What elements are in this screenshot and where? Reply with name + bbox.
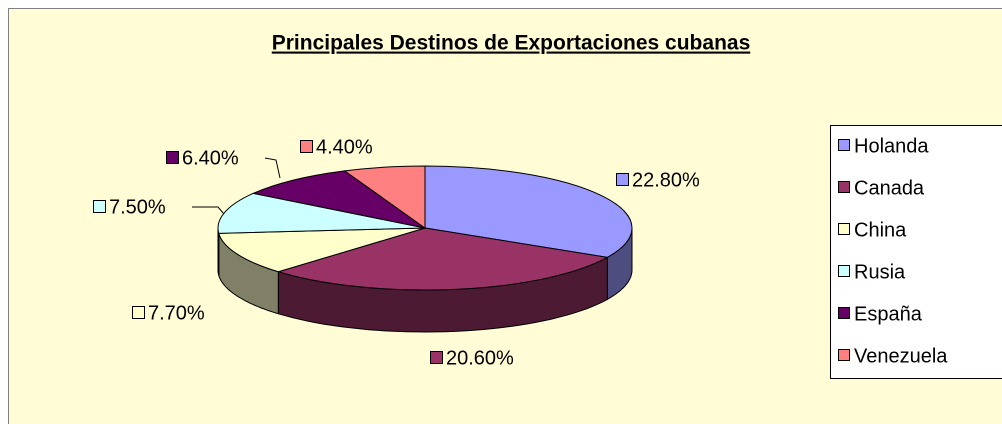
- legend-label: Rusia: [854, 261, 906, 283]
- pie-slice-side: [217, 228, 220, 277]
- data-label: 7.70%: [148, 302, 205, 324]
- data-label: 6.40%: [182, 147, 239, 169]
- leader-line: [192, 206, 225, 215]
- data-label: 20.60%: [446, 347, 514, 369]
- pie-slice: [343, 165, 426, 229]
- pie-slice: [217, 192, 426, 234]
- data-label-key: [300, 140, 313, 153]
- data-label-key: [166, 151, 179, 164]
- legend-swatch: [838, 307, 850, 319]
- chart-title: Principales Destinos de Exportaciones cu…: [272, 32, 751, 55]
- data-label: 7.50%: [109, 196, 166, 218]
- pie-slice: [218, 227, 426, 273]
- data-label-key: [430, 351, 443, 364]
- legend-swatch: [838, 265, 850, 277]
- legend-box: [830, 125, 1002, 379]
- legend-label: Canada: [854, 177, 925, 199]
- leader-line: [264, 157, 281, 179]
- data-label-key: [616, 173, 629, 186]
- data-label: 22.80%: [632, 169, 700, 191]
- data-label-key: [132, 306, 145, 319]
- pie-slice: [251, 170, 426, 229]
- legend-label: China: [854, 219, 907, 241]
- data-label-key: [93, 200, 106, 213]
- pie-slice: [276, 227, 609, 291]
- pie-slice: [424, 165, 633, 258]
- legend-swatch: [838, 223, 850, 235]
- legend-label: Venezuela: [854, 345, 948, 367]
- data-label: 4.40%: [316, 136, 373, 158]
- legend-swatch: [838, 181, 850, 193]
- legend-swatch: [838, 139, 850, 151]
- legend-label: España: [854, 303, 923, 325]
- legend-label: Holanda: [854, 135, 929, 157]
- legend-swatch: [838, 349, 850, 361]
